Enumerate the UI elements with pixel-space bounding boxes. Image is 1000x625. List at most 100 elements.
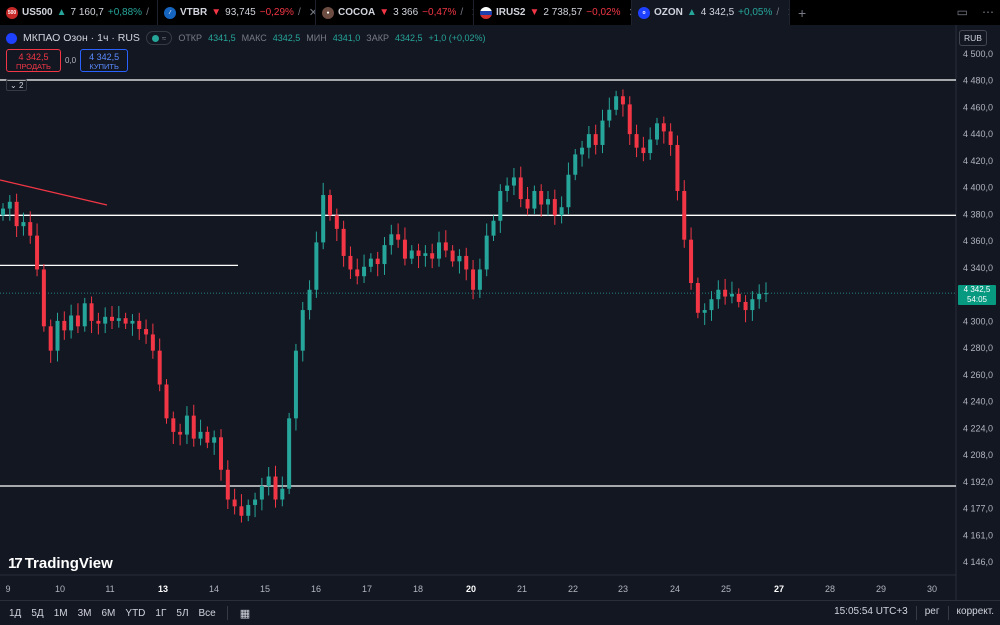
tab-extra: /	[776, 7, 780, 18]
tradingview-logo[interactable]: 17 TradingView	[8, 555, 113, 572]
close-tab-icon[interactable]: ✕	[467, 6, 473, 19]
tab-change: −0,29%	[259, 7, 294, 18]
indicators-toggle[interactable]: ⌄ 2	[6, 79, 28, 91]
add-tab-icon[interactable]: +	[798, 4, 807, 21]
range-1m[interactable]: 1М	[53, 607, 68, 619]
tab-ozon[interactable]: o OZON ▲ 4 342,5 +0,05% / ✕	[632, 0, 790, 25]
candle-body	[1, 208, 5, 216]
range-all[interactable]: Все	[198, 607, 216, 619]
calendar-icon[interactable]: ▦	[239, 607, 251, 620]
candle-body	[382, 245, 387, 265]
candle-body	[334, 215, 339, 229]
ozon-logo-icon: o	[638, 6, 650, 19]
range-1y[interactable]: 1Г	[155, 607, 167, 619]
buy-button[interactable]: 4 342,5 КУПИТЬ	[80, 49, 129, 72]
x-tick-label: 18	[413, 584, 423, 594]
candle-body	[21, 222, 26, 227]
chart-area[interactable]: 4 500,0 4 480,0 4 460,0 4 440,0 4 420,0 4 400…	[0, 25, 1000, 600]
candle-body	[634, 134, 639, 148]
y-tick-label: 4 440,0	[963, 129, 993, 139]
currency-selector[interactable]: RUB	[959, 30, 987, 46]
tab-price: 4 342,5	[700, 7, 735, 18]
candle-body	[375, 258, 380, 265]
cocoa-logo-icon: ●	[322, 6, 334, 19]
divider	[915, 606, 917, 620]
candle-body	[702, 310, 707, 313]
candle-body	[593, 134, 598, 145]
candle-body	[573, 154, 578, 175]
candle-body	[416, 250, 421, 256]
candle-body	[566, 174, 571, 208]
tab-vtbr[interactable]: ⁄ VTBR ▼ 93,745 −0,29% / ✕	[158, 0, 316, 25]
range-5d[interactable]: 5Д	[31, 607, 44, 619]
x-tick-label: 24	[670, 584, 680, 594]
candle-body	[35, 235, 40, 270]
candle-body	[355, 269, 360, 277]
tradingview-logo-icon: 17	[8, 555, 23, 572]
candle-body	[287, 418, 292, 489]
tab-price: 3 366	[393, 7, 419, 18]
tab-change: −0,02%	[586, 7, 621, 18]
tab-irus2[interactable]: IRUS2 ▼ 2 738,57 −0,02% ✕	[474, 0, 632, 25]
candle-body	[246, 504, 251, 516]
candle-body	[491, 220, 496, 236]
candle-body	[164, 384, 169, 419]
close-tab-icon[interactable]: ✕	[625, 6, 632, 19]
more-icon[interactable]: ⋯	[982, 5, 994, 19]
y-tick-label: 4 380,0	[963, 209, 993, 219]
price-chart[interactable]: 4 500,0 4 480,0 4 460,0 4 440,0 4 420,0 4 400…	[0, 25, 1000, 600]
candle-body	[450, 250, 455, 262]
candle-body	[464, 255, 469, 270]
candle-body	[511, 177, 516, 186]
range-ytd[interactable]: YTD	[125, 607, 146, 619]
y-tick-label: 4 420,0	[963, 156, 993, 166]
close-tab-icon[interactable]: ✕	[305, 6, 315, 19]
close-tab-icon[interactable]: ✕	[153, 6, 158, 19]
range-3m[interactable]: 3М	[77, 607, 92, 619]
trade-panel: 4 342,5 ПРОДАТЬ 0,0 4 342,5 КУПИТЬ	[6, 49, 129, 72]
tab-cocoa[interactable]: ● COCOA ▼ 3 366 −0,47% / ✕	[316, 0, 474, 25]
y-tick-label: 4 360,0	[963, 236, 993, 246]
candle-body	[191, 415, 196, 439]
candle-body	[437, 242, 441, 259]
candle-body	[389, 234, 394, 246]
candle-body	[586, 134, 591, 148]
tab-symbol: VTBR	[180, 7, 208, 18]
indicators-count: 2	[18, 81, 24, 90]
range-6m[interactable]: 6М	[101, 607, 116, 619]
x-tick-label: 15	[260, 584, 270, 594]
candle-body	[55, 320, 60, 351]
session-toggle[interactable]: рег	[924, 606, 940, 617]
y-tick-label: 4 208,0	[963, 450, 993, 460]
candle-body	[14, 201, 19, 227]
candle-body	[655, 123, 659, 140]
status-pill[interactable]: ≈	[145, 31, 173, 45]
candle-body	[205, 431, 210, 443]
candle-body	[546, 199, 550, 205]
candle-body	[661, 123, 666, 132]
candle-body	[178, 431, 183, 435]
tab-us500[interactable]: 500 US500 ▲ 7 160,7 +0,88% / ✕	[0, 0, 158, 25]
candle-body	[184, 415, 189, 435]
last-price: 4 342,5	[963, 285, 991, 294]
range-5y[interactable]: 5Л	[176, 607, 189, 619]
tab-change: +0,88%	[107, 7, 143, 18]
candle-body	[307, 289, 312, 311]
candle-body	[7, 201, 12, 209]
y-tick-label: 4 224,0	[963, 423, 993, 433]
high-label: МАКС	[241, 33, 267, 43]
candle-body	[103, 316, 108, 324]
symbol-title[interactable]: МКПАО Озон · 1ч · RUS	[23, 32, 140, 44]
russia-flag-icon	[480, 6, 492, 19]
adjustment-toggle[interactable]: коррект.	[956, 606, 994, 617]
y-tick-label: 4 146,0	[963, 557, 993, 567]
candle-body	[362, 266, 367, 277]
range-1d[interactable]: 1Д	[9, 607, 22, 619]
sell-button[interactable]: 4 342,5 ПРОДАТЬ	[6, 49, 61, 72]
low-label: МИН	[306, 33, 327, 43]
clock-time[interactable]: 15:05:54 UTC+3	[834, 606, 908, 617]
layout-icon[interactable]: ▭	[956, 5, 968, 19]
y-tick-label: 4 340,0	[963, 263, 993, 273]
candle-body	[116, 318, 121, 321]
close-tab-icon[interactable]: ✕	[783, 6, 789, 19]
